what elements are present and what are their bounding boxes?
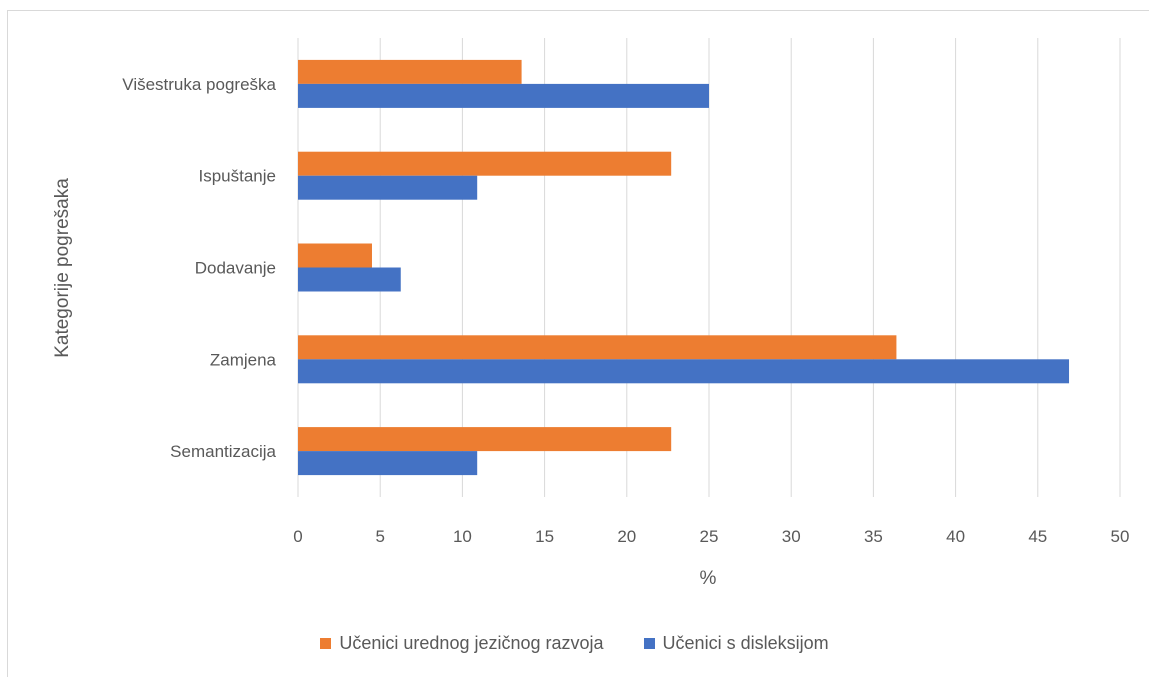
bars: [298, 59, 1070, 476]
legend: Učenici urednog jezičnog razvoja Učenici…: [0, 628, 1149, 658]
category-label: Semantizacija: [170, 442, 276, 461]
x-tick-label: 15: [535, 527, 554, 546]
category-label: Višestruka pogreška: [122, 75, 276, 94]
category-label: Ispuštanje: [199, 167, 277, 186]
bar-dyslexia: [298, 451, 478, 476]
x-tick-label: 40: [946, 527, 965, 546]
legend-label-typical: Učenici urednog jezičnog razvoja: [339, 632, 604, 653]
x-tick-label: 45: [1028, 527, 1047, 546]
category-label: Dodavanje: [195, 259, 276, 278]
bar-chart: Semantizacija Zamjena Dodavanje Ispuštanje V…: [52, 38, 1129, 589]
bar-dyslexia: [298, 359, 1070, 384]
x-tick-labels: 0 5 10 15 20 25 30 35 40 45 50: [293, 527, 1129, 546]
frame-border-top: [7, 10, 1149, 11]
bar-typical: [298, 243, 372, 268]
y-axis-title: Kategorije pogrešaka: [52, 178, 73, 358]
bar-typical: [298, 59, 522, 84]
bar-typical: [298, 151, 672, 176]
x-axis-title: %: [700, 568, 717, 589]
x-tick-label: 50: [1111, 527, 1130, 546]
bar-dyslexia: [298, 83, 709, 108]
legend-swatch-typical: [320, 637, 332, 649]
x-tick-label: 20: [617, 527, 636, 546]
bar-dyslexia: [298, 267, 401, 292]
x-tick-label: 0: [293, 527, 302, 546]
x-tick-label: 25: [700, 527, 719, 546]
category-label: Zamjena: [210, 350, 277, 369]
bar-dyslexia: [298, 175, 478, 200]
legend-item-typical: Učenici urednog jezičnog razvoja: [320, 632, 604, 654]
x-tick-label: 30: [782, 527, 801, 546]
x-tick-label: 10: [453, 527, 472, 546]
frame-border-left: [7, 10, 8, 677]
bar-typical: [298, 335, 897, 360]
category-labels: Semantizacija Zamjena Dodavanje Ispuštanje V…: [122, 75, 276, 461]
legend-label-dyslexia: Učenici s disleksijom: [662, 632, 829, 653]
bar-typical: [298, 427, 672, 452]
legend-item-dyslexia: Učenici s disleksijom: [643, 632, 829, 654]
legend-swatch-dyslexia: [643, 637, 655, 649]
x-tick-label: 5: [375, 527, 384, 546]
x-tick-label: 35: [864, 527, 883, 546]
